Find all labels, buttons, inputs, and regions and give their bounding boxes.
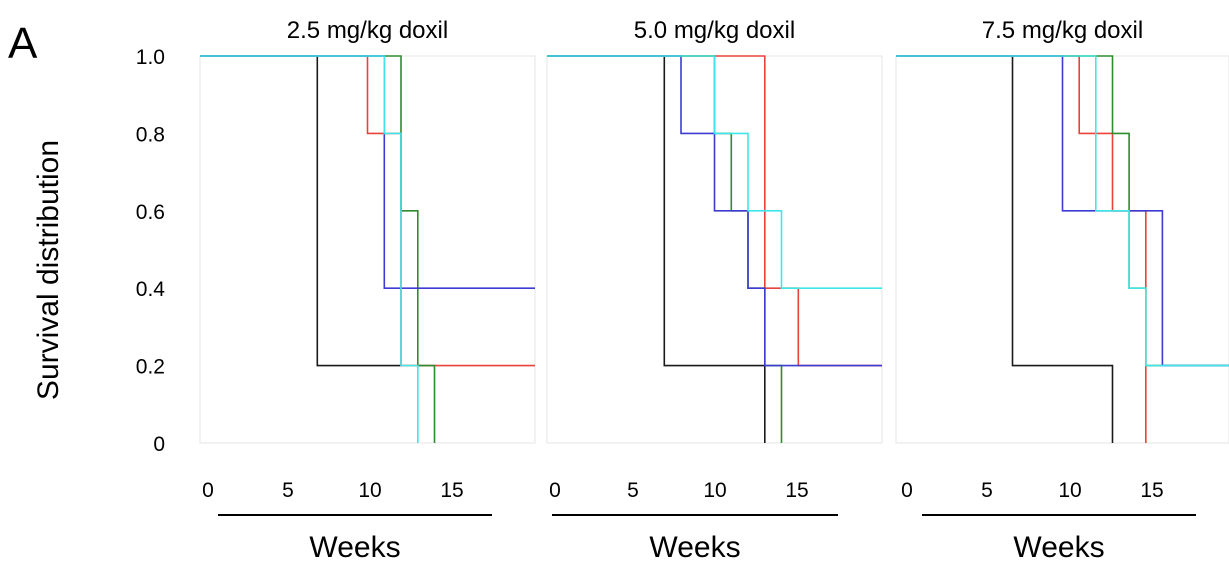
panel-3: 7.5 mg/kg doxil 0 5 10 15 Weeks [895, 17, 1229, 563]
x-tick-label: 10 [1058, 479, 1081, 502]
y-tick-label: 0.8 [136, 123, 165, 146]
series-black [547, 55, 766, 443]
series-cyan [200, 55, 419, 443]
series-cyan [896, 55, 1229, 367]
series-black [896, 55, 1114, 443]
panel-1: 2.5 mg/kg doxil 0 5 10 15 Weeks [199, 17, 536, 563]
series-green [200, 55, 436, 443]
panel-title: 2.5 mg/kg doxil [287, 17, 448, 44]
x-tick-label: 10 [358, 479, 381, 502]
x-tick-label: 15 [1140, 479, 1163, 502]
series-blue [547, 55, 882, 367]
y-tick-label: 1.0 [136, 46, 165, 69]
y-tick-label: 0.4 [136, 278, 166, 301]
series-cyan [547, 55, 882, 289]
panel-title: 5.0 mg/kg doxil [634, 17, 795, 44]
x-tick-label: 0 [549, 479, 561, 502]
panel-label: A [8, 19, 38, 68]
y-axis-label: Survival distribution [32, 140, 65, 400]
x-tick-label: 5 [627, 479, 639, 502]
x-tick-label: 15 [785, 479, 808, 502]
panel-title: 7.5 mg/kg doxil [982, 17, 1143, 44]
x-axis-label: Weeks [649, 531, 740, 563]
y-tick-label: 0.2 [136, 356, 165, 379]
x-tick-label: 0 [202, 479, 214, 502]
y-tick-labels: 1.0 0.8 0.6 0.4 0.2 0 [136, 46, 166, 456]
x-tick-label: 5 [282, 479, 294, 502]
y-tick-label: 0 [153, 433, 165, 456]
x-tick-label: 0 [901, 479, 913, 502]
y-tick-label: 0.6 [136, 201, 165, 224]
x-tick-label: 5 [981, 479, 993, 502]
series-red [200, 55, 535, 367]
x-tick-label: 10 [703, 479, 726, 502]
panel-2: 5.0 mg/kg doxil 0 5 10 15 Weeks [546, 17, 883, 563]
series-black [200, 55, 401, 367]
x-axis-label: Weeks [1013, 531, 1104, 563]
series-red [896, 55, 1147, 443]
x-axis-label: Weeks [309, 531, 400, 563]
x-tick-label: 15 [440, 479, 463, 502]
series-blue [896, 55, 1229, 367]
